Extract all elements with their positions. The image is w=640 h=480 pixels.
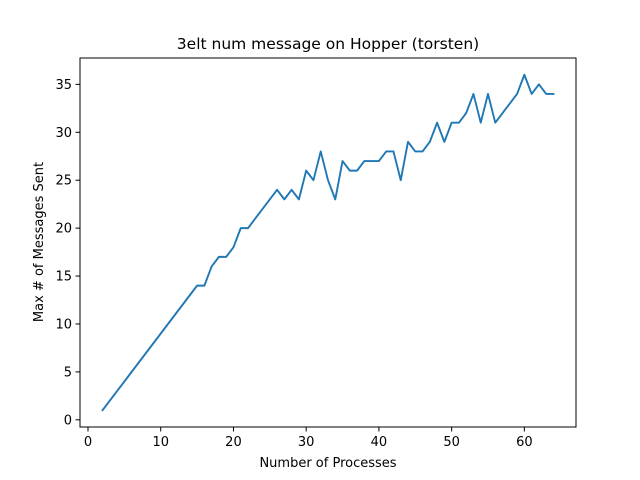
chart-title: 3elt num message on Hopper (torsten) [177,35,479,53]
y-tick-label: 15 [55,270,72,285]
y-axis-label: Max # of Messages Sent [32,162,47,322]
y-tick-label: 20 [55,222,72,237]
x-tick-label: 20 [225,435,242,450]
x-tick-label: 0 [84,435,92,450]
x-axis-label: Number of Processes [259,456,396,471]
x-tick-label: 30 [298,435,315,450]
y-tick-label: 5 [64,365,72,380]
y-tick-label: 10 [55,317,72,332]
x-tick-label: 60 [516,435,533,450]
y-tick-label: 30 [55,126,72,141]
x-tick-label: 50 [443,435,460,450]
y-tick-label: 0 [64,413,72,428]
y-tick-label: 25 [55,174,72,189]
plot-area: 0 10 20 30 40 50 60 0 5 10 15 20 25 30 35 [55,57,577,450]
axes-frame [79,57,577,428]
x-tick-label: 10 [152,435,169,450]
x-tick-label: 40 [371,435,388,450]
series-line [101,73,555,412]
y-tick-label: 35 [55,78,72,93]
